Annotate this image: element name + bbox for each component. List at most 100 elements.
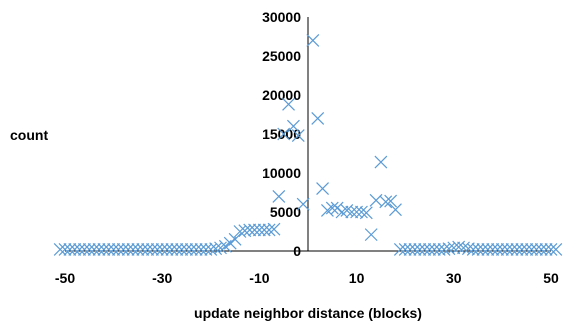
data-point: [544, 243, 558, 256]
data-point: [277, 127, 291, 141]
x-tick-label: 50: [543, 270, 559, 286]
data-point: [175, 243, 189, 256]
x-tick-label: -10: [249, 270, 269, 286]
data-point: [102, 243, 116, 256]
data-point: [520, 243, 534, 256]
data-point: [466, 243, 480, 256]
data-point: [248, 223, 261, 237]
data-point: [68, 243, 82, 256]
data-point: [486, 243, 500, 256]
data-point: [116, 243, 130, 256]
data-point: [155, 243, 169, 256]
data-point: [252, 223, 266, 237]
x-tick-label: 10: [349, 270, 365, 286]
data-point: [374, 155, 388, 169]
data-point: [160, 243, 174, 256]
data-point: [306, 33, 320, 47]
x-tick-label: -30: [152, 270, 172, 286]
data-point: [364, 228, 378, 242]
x-tick-label: 30: [446, 270, 462, 286]
data-point: [500, 243, 514, 256]
data-point: [491, 243, 504, 256]
data-point: [189, 243, 203, 256]
data-point: [427, 243, 441, 256]
data-point: [73, 243, 87, 256]
data-point: [267, 222, 281, 236]
data-point: [184, 243, 198, 256]
data-point: [539, 243, 553, 256]
data-point: [311, 111, 325, 125]
data-point: [291, 129, 305, 142]
data-point: [408, 243, 422, 256]
data-point: [262, 223, 276, 237]
data-point: [141, 243, 155, 256]
data-point: [423, 243, 436, 256]
data-point: [82, 243, 96, 256]
data-point: [136, 243, 150, 256]
data-point: [355, 205, 368, 219]
y-tick-label: 30000: [262, 9, 301, 25]
data-point: [350, 205, 364, 219]
data-point: [476, 243, 490, 256]
data-point: [209, 242, 223, 256]
data-point: [165, 243, 179, 256]
data-point: [534, 243, 548, 256]
data-point: [461, 242, 475, 256]
data-point: [418, 243, 432, 256]
data-point: [257, 223, 271, 237]
data-point: [170, 243, 184, 256]
data-point: [432, 243, 446, 256]
data-point: [515, 243, 529, 256]
data-point: [126, 243, 140, 256]
data-point: [505, 243, 519, 256]
data-point: [359, 206, 373, 220]
data-point: [335, 205, 349, 219]
data-point: [78, 243, 91, 256]
x-axis-label: update neighbor distance (blocks): [194, 305, 422, 321]
data-point: [413, 243, 427, 256]
data-point: [529, 243, 543, 256]
data-point: [243, 223, 257, 237]
data-point: [325, 201, 339, 215]
data-point: [389, 203, 402, 217]
data-point: [447, 241, 461, 255]
data-point: [471, 243, 485, 256]
y-axis-label: count: [10, 127, 48, 143]
data-point: [282, 97, 295, 111]
data-point: [316, 182, 330, 196]
data-point: [481, 243, 495, 256]
data-point: [199, 243, 213, 256]
data-point: [379, 195, 393, 209]
data-point: [549, 243, 563, 256]
data-point: [321, 204, 334, 217]
data-point: [194, 243, 208, 256]
data-point: [510, 243, 524, 256]
data-point: [393, 243, 407, 256]
data-point: [92, 243, 106, 256]
data-point: [87, 243, 101, 256]
data-point: [97, 243, 111, 256]
data-point: [238, 224, 252, 238]
x-tick-label: -50: [55, 270, 75, 286]
y-tick-label: 5000: [270, 204, 301, 220]
y-tick-label: 25000: [262, 48, 301, 64]
data-point: [286, 119, 300, 133]
data-point: [150, 243, 164, 256]
data-point: [398, 243, 412, 256]
data-point: [180, 243, 193, 256]
data-point: [58, 243, 72, 256]
data-point: [384, 194, 398, 208]
data-point: [345, 205, 359, 219]
y-tick-label: 15000: [262, 126, 301, 142]
data-point: [228, 232, 242, 246]
data-point: [214, 241, 227, 255]
data-point: [272, 189, 286, 203]
y-tick-label: 20000: [262, 87, 301, 103]
data-point: [131, 243, 145, 256]
data-point: [107, 243, 121, 256]
data-point: [121, 243, 135, 256]
data-point: [53, 243, 67, 256]
data-point: [296, 197, 310, 211]
data-point: [525, 243, 538, 256]
